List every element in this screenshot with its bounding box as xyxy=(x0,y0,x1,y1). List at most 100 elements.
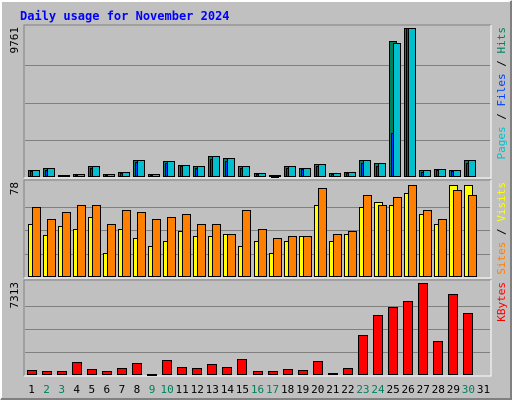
bar-visits-sites-day-5 xyxy=(92,205,101,277)
bar-visits-sites-day-10 xyxy=(167,217,176,277)
panel-hits-ymax-label: 9761 xyxy=(8,27,21,54)
chart-panels: 9761 Pages / Files / Hits 78 Sites / Visits… xyxy=(8,24,508,377)
bar-visits-sites-day-3 xyxy=(62,212,71,277)
x-tick-label-day-30: 30 xyxy=(462,383,475,396)
panel-kbytes-legend-part-0: KBytes xyxy=(495,282,508,322)
bar-visits-sites-day-30 xyxy=(468,195,477,277)
bar-kbytes-kbytes-day-13 xyxy=(207,364,217,375)
x-tick-label-day-24: 24 xyxy=(371,383,385,396)
x-tick-label-day-22: 22 xyxy=(341,383,354,396)
bar-hits-pages-day-23 xyxy=(363,160,371,177)
bar-visits-sites-day-29 xyxy=(453,190,462,277)
bar-visits-sites-day-25 xyxy=(393,197,402,277)
bar-hits-pages-day-16 xyxy=(258,173,266,177)
bar-kbytes-kbytes-day-12 xyxy=(192,368,202,375)
panel-visits-ymax-label: 78 xyxy=(8,182,21,195)
panel-hits-legend-part-4: Hits xyxy=(495,27,508,54)
bar-visits-sites-day-20 xyxy=(318,188,327,277)
bar-kbytes-kbytes-day-2 xyxy=(42,371,52,375)
bar-kbytes-kbytes-day-4 xyxy=(72,362,82,375)
bar-visits-sites-day-28 xyxy=(438,219,447,277)
panel-visits: 78 Sites / Visits xyxy=(8,179,508,279)
bar-visits-sites-day-26 xyxy=(408,185,417,277)
bar-hits-pages-day-26 xyxy=(408,28,416,177)
x-tick-label-day-5: 5 xyxy=(88,383,95,396)
bar-visits-sites-day-4 xyxy=(77,205,86,277)
bar-kbytes-kbytes-day-16 xyxy=(253,371,263,375)
bar-kbytes-kbytes-day-29 xyxy=(448,294,458,375)
bar-hits-pages-day-22 xyxy=(348,172,356,177)
bar-visits-sites-day-15 xyxy=(242,210,251,277)
bar-hits-pages-day-6 xyxy=(107,174,115,177)
bar-hits-pages-day-10 xyxy=(167,161,175,177)
x-tick-label-day-10: 10 xyxy=(160,383,173,396)
bar-hits-pages-day-27 xyxy=(423,170,431,177)
x-tick-label-day-4: 4 xyxy=(73,383,80,396)
x-tick-label-day-21: 21 xyxy=(326,383,339,396)
x-tick-label-day-18: 18 xyxy=(281,383,294,396)
bar-hits-pages-day-20 xyxy=(318,164,326,177)
bar-hits-pages-day-7 xyxy=(122,172,130,177)
chart-title: Daily usage for November 2024 xyxy=(20,9,230,23)
bar-hits-pages-day-12 xyxy=(197,166,205,177)
x-tick-label-day-15: 15 xyxy=(236,383,249,396)
bar-visits-sites-day-22 xyxy=(348,231,357,277)
bar-hits-pages-day-18 xyxy=(288,166,296,177)
bar-visits-sites-day-2 xyxy=(47,219,56,277)
x-tick-label-day-28: 28 xyxy=(432,383,445,396)
panel-hits-plot-area xyxy=(24,25,491,178)
bar-hits-pages-day-19 xyxy=(303,168,311,177)
bar-visits-sites-day-8 xyxy=(137,212,146,277)
x-tick-label-day-7: 7 xyxy=(119,383,126,396)
x-tick-label-day-29: 29 xyxy=(447,383,460,396)
x-tick-label-day-17: 17 xyxy=(266,383,279,396)
x-tick-label-day-1: 1 xyxy=(28,383,35,396)
x-tick-label-day-2: 2 xyxy=(43,383,50,396)
bar-visits-sites-day-1 xyxy=(32,207,41,277)
panel-visits-legend-part-0: Sites xyxy=(495,242,508,275)
bar-hits-pages-day-21 xyxy=(333,173,341,177)
bar-kbytes-kbytes-day-10 xyxy=(162,360,172,375)
x-tick-label-day-3: 3 xyxy=(58,383,65,396)
x-tick-label-day-19: 19 xyxy=(296,383,309,396)
bar-kbytes-kbytes-day-23 xyxy=(358,335,368,375)
bar-hits-pages-day-11 xyxy=(182,165,190,177)
x-tick-label-day-12: 12 xyxy=(191,383,204,396)
bar-kbytes-kbytes-day-25 xyxy=(388,307,398,375)
bar-visits-sites-day-18 xyxy=(288,236,297,277)
bar-kbytes-kbytes-day-22 xyxy=(343,368,353,375)
bar-hits-pages-day-29 xyxy=(453,170,461,177)
bar-kbytes-kbytes-day-20 xyxy=(313,361,323,375)
panel-visits-bars xyxy=(28,185,477,277)
x-tick-label-day-11: 11 xyxy=(176,383,189,396)
x-tick-label-day-27: 27 xyxy=(417,383,430,396)
panel-visits-border-dark xyxy=(23,179,491,278)
panel-kbytes: 7313 KBytes xyxy=(8,279,508,377)
bar-hits-pages-day-1 xyxy=(32,170,40,177)
bar-kbytes-kbytes-day-24 xyxy=(373,315,383,375)
bar-kbytes-kbytes-day-14 xyxy=(222,367,232,375)
bar-kbytes-kbytes-day-21 xyxy=(328,373,338,375)
bar-hits-pages-day-13 xyxy=(212,156,220,177)
x-tick-label-day-9: 9 xyxy=(149,383,156,396)
panel-hits-legend-part-3: / xyxy=(495,54,508,74)
bar-visits-sites-day-16 xyxy=(258,229,267,277)
bar-hits-pages-day-8 xyxy=(137,160,145,177)
bar-visits-sites-day-17 xyxy=(273,238,282,277)
bar-hits-pages-day-30 xyxy=(468,160,476,177)
x-tick-label-day-20: 20 xyxy=(311,383,324,396)
bar-hits-pages-day-3 xyxy=(62,175,70,177)
bar-kbytes-kbytes-day-19 xyxy=(298,370,308,375)
bar-kbytes-kbytes-day-8 xyxy=(132,363,142,375)
bar-kbytes-kbytes-day-5 xyxy=(87,369,97,375)
x-tick-label-day-31: 31 xyxy=(477,383,490,396)
bar-kbytes-kbytes-day-9 xyxy=(147,374,157,376)
bar-kbytes-kbytes-day-18 xyxy=(283,369,293,375)
bar-kbytes-kbytes-day-11 xyxy=(177,367,187,375)
bar-hits-pages-day-4 xyxy=(77,174,85,177)
bar-visits-sites-day-23 xyxy=(363,195,372,277)
